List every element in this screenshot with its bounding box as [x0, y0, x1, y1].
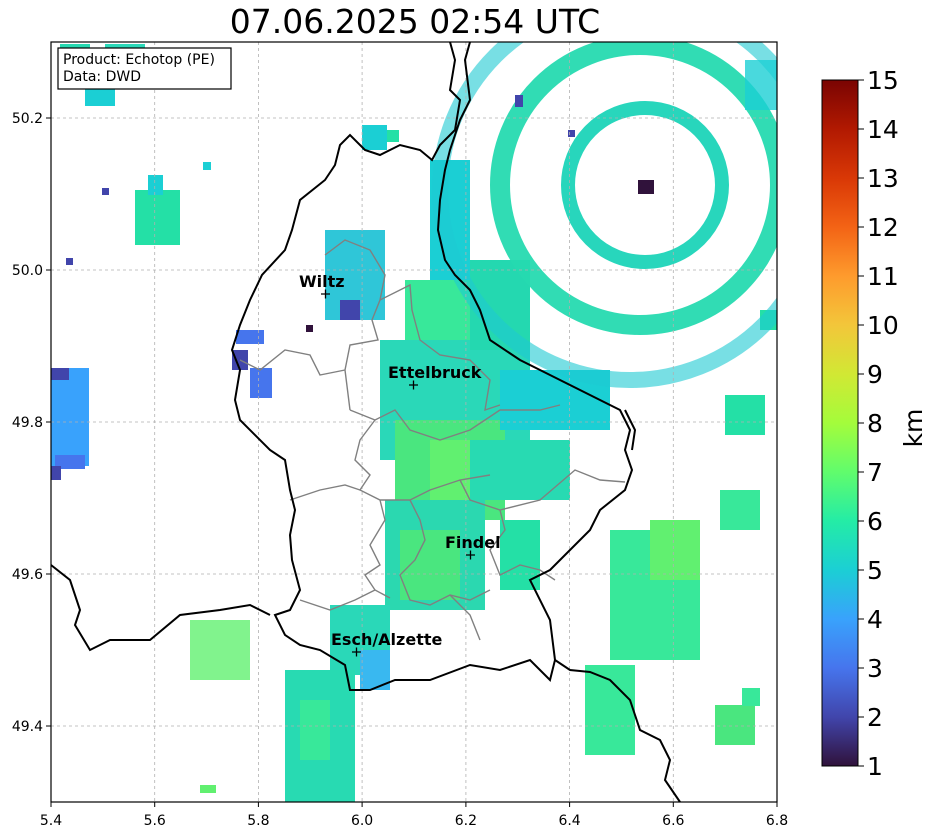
x-tick-label: 6.8 [766, 813, 788, 829]
info-product-text: Product: Echotop (PE) [63, 52, 215, 68]
city-marker-wiltz [321, 289, 330, 299]
colorbar-tick-label: 3 [867, 654, 883, 683]
colorbar-tick-label: 11 [867, 262, 899, 291]
colorbar-unit-label: km [899, 409, 928, 448]
colorbar-tick-label: 6 [867, 507, 883, 536]
x-tick-label: 6.6 [662, 813, 684, 829]
city-marker-findel [466, 550, 475, 560]
city-label-esch-alzette: Esch/Alzette [331, 630, 443, 649]
city-label-findel: Findel [445, 533, 501, 552]
radar-echo-layer [51, 42, 777, 802]
info-data-text: Data: DWD [63, 69, 141, 85]
city-marker-esch-alzette [352, 647, 361, 657]
x-tick-label: 5.6 [144, 813, 166, 829]
y-axis-labels: 50.2 50.0 49.8 49.6 49.4 [12, 111, 43, 735]
x-axis [50, 802, 778, 807]
city-esch-alzette: Esch/Alzette [331, 630, 443, 657]
canton-boundaries [239, 239, 626, 641]
grid-lines [51, 42, 777, 802]
colorbar-tick-label: 5 [867, 556, 883, 585]
colorbar-tick-label: 1 [867, 752, 883, 781]
y-tick-label: 50.2 [12, 111, 43, 127]
info-box: Product: Echotop (PE) Data: DWD [57, 47, 232, 90]
colorbar-tick-label: 2 [867, 703, 883, 732]
colorbar-tick-label: 12 [867, 213, 899, 242]
y-axis [46, 117, 51, 727]
x-tick-label: 5.4 [40, 813, 62, 829]
colorbar-tick-label: 7 [867, 458, 883, 487]
colorbar-tick-label: 4 [867, 605, 883, 634]
y-tick-label: 49.4 [12, 719, 43, 735]
map-title: 07.06.2025 02:54 UTC [229, 2, 601, 41]
x-tick-label: 5.8 [247, 813, 269, 829]
y-tick-label: 49.6 [12, 567, 43, 583]
city-markers: Wiltz Ettelbruck Findel Esch/Alzette [299, 272, 501, 657]
y-tick-label: 50.0 [12, 263, 43, 279]
colorbar-tick-label: 13 [867, 164, 899, 193]
colorbar-gradient [821, 79, 859, 767]
city-label-ettelbruck: Ettelbruck [388, 363, 482, 382]
colorbar-tick-label: 15 [867, 66, 899, 95]
colorbar-tick-label: 9 [867, 360, 883, 389]
x-axis-labels: 5.4 5.6 5.8 6.0 6.2 6.4 6.6 6.8 [40, 813, 788, 829]
colorbar-tick-label: 8 [867, 409, 883, 438]
x-tick-label: 6.4 [558, 813, 580, 829]
colorbar-tick-label: 10 [867, 311, 899, 340]
y-tick-label: 49.8 [12, 415, 43, 431]
x-tick-label: 6.0 [351, 813, 373, 829]
national-borders [51, 42, 681, 802]
colorbar-tick-label: 14 [867, 115, 899, 144]
city-ettelbruck: Ettelbruck [388, 363, 482, 390]
city-findel: Findel [445, 533, 501, 560]
city-marker-ettelbruck [409, 380, 418, 390]
x-tick-label: 6.2 [455, 813, 477, 829]
city-label-wiltz: Wiltz [299, 272, 345, 291]
city-wiltz: Wiltz [299, 272, 345, 299]
